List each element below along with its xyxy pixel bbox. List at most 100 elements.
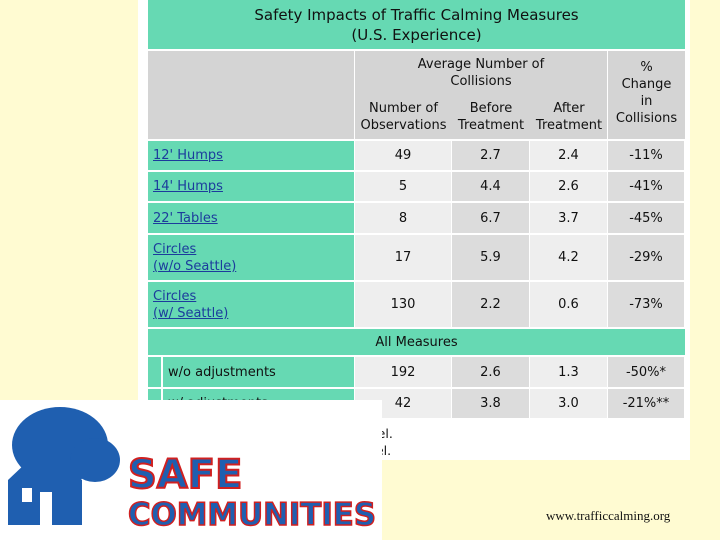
data-cell: 49 (355, 141, 451, 170)
data-cell: -73% (608, 282, 684, 327)
cell-value: -50%* (625, 364, 667, 380)
column-header: Number of Observations (355, 94, 452, 139)
data-cell: 0.6 (530, 282, 607, 327)
cell-value: 4.2 (558, 250, 579, 265)
row-label-line[interactable]: 12' Humps (153, 148, 223, 163)
data-cell: 17 (355, 235, 451, 280)
section-label: All Measures (375, 334, 458, 350)
data-cell: 2.4 (530, 141, 607, 170)
row-label-line[interactable]: (w/ Seattle) (153, 305, 229, 321)
data-cell: 4.4 (452, 172, 529, 201)
data-cell: 5 (355, 172, 451, 201)
column-header: After Treatment (530, 94, 608, 139)
data-cell: -50%* (608, 357, 684, 387)
data-cell: 6.7 (452, 203, 529, 233)
cell-value: -21%** (622, 396, 670, 411)
cell-value: -11% (629, 148, 663, 163)
cell-value: 2.7 (480, 148, 501, 163)
cell-value: 6.7 (480, 210, 501, 226)
header-blank (148, 51, 354, 139)
cell-value: 4.4 (480, 179, 501, 194)
data-cell: -41% (608, 172, 684, 201)
column-header-line: % (640, 59, 653, 75)
cell-value: 5.9 (480, 250, 501, 265)
row-label: w/o adjustments (163, 357, 354, 387)
row-label-line[interactable]: (w/o Seattle) (153, 258, 237, 274)
column-header-line: Observations (360, 118, 447, 133)
cell-value: 2.4 (558, 148, 579, 163)
indent (148, 357, 161, 387)
cell-value: 5 (398, 179, 408, 194)
cell-value: 3.8 (480, 396, 501, 411)
data-cell: 3.8 (452, 389, 529, 418)
logo: SAFE COMMUNITIES (0, 400, 382, 540)
column-header-line: in (640, 93, 653, 109)
logo-door (40, 492, 52, 525)
cell-value: 192 (390, 364, 416, 380)
title-line: (U.S. Experience) (351, 25, 482, 44)
column-header-line: Collisions (615, 110, 678, 126)
row-label-line[interactable]: Circles (153, 288, 197, 304)
column-header: Before Treatment (452, 94, 530, 139)
column-header: % Change in Collisions (608, 51, 685, 139)
data-cell: 2.7 (452, 141, 529, 170)
cell-value: 42 (394, 396, 412, 411)
data-cell: -29% (608, 235, 684, 280)
data-cell: 192 (355, 357, 451, 387)
logo-window (22, 488, 32, 502)
cell-value: 49 (394, 148, 412, 163)
data-cell: 2.2 (452, 282, 529, 327)
column-header-line: After (553, 101, 585, 116)
title: Safety Impacts of Traffic Calming Measur… (148, 0, 685, 49)
row-label: 14' Humps (148, 172, 354, 201)
cell-value: 1.3 (558, 364, 579, 380)
cell-value: 130 (390, 297, 416, 312)
cell-value: 2.2 (480, 297, 501, 312)
column-header-line: Treatment (535, 118, 603, 133)
data-cell: -21%** (608, 389, 684, 418)
data-cell: 4.2 (530, 235, 607, 280)
row-label-text: w/o adjustments (168, 364, 276, 380)
data-cell: 130 (355, 282, 451, 327)
cell-value: 3.0 (558, 396, 579, 411)
group-header-line: Average Number of (417, 56, 545, 72)
cell-value: 8 (398, 210, 408, 226)
data-cell: 3.0 (530, 389, 607, 418)
column-header-line: Number of (369, 101, 438, 116)
data-cell: 2.6 (530, 172, 607, 201)
logo-text: COMMUNITIES (128, 497, 376, 533)
row-label-line[interactable]: 22' Tables (153, 210, 218, 226)
url: www.trafficcalming.org (546, 508, 671, 523)
cell-value: 2.6 (480, 364, 501, 380)
row-label-line[interactable]: 14' Humps (153, 179, 223, 194)
cell-value: 0.6 (558, 297, 579, 312)
data-cell: 1.3 (530, 357, 607, 387)
column-header-line: Before (469, 101, 513, 116)
data-cell: -45% (608, 203, 684, 233)
cell-value: 3.7 (558, 210, 579, 226)
data-cell: 5.9 (452, 235, 529, 280)
logo-emblem (8, 407, 120, 525)
row-label: 12' Humps (148, 141, 354, 170)
section-header: All Measures (148, 329, 685, 355)
data-cell: 8 (355, 203, 451, 233)
row-label-line[interactable]: Circles (153, 241, 197, 257)
cell-value: -41% (629, 179, 663, 194)
group-header: Average Number of Collisions (355, 51, 607, 94)
row-label: 22' Tables (148, 203, 354, 233)
column-header-line: Change (621, 76, 672, 92)
table-panel: Safety Impacts of Traffic Calming Measur… (138, 0, 690, 460)
cell-value: -73% (629, 297, 663, 312)
group-header-line: Collisions (450, 73, 512, 89)
header-sub (355, 94, 607, 139)
title-line: Safety Impacts of Traffic Calming Measur… (254, 5, 579, 24)
data-cell: 3.7 (530, 203, 607, 233)
row-label: Circles (w/ Seattle) (148, 282, 354, 327)
cell-value: -29% (629, 250, 663, 265)
data-cell: 2.6 (452, 357, 529, 387)
row-label: Circles (w/o Seattle) (148, 235, 354, 280)
column-header-line: Treatment (457, 118, 525, 133)
cell-value: 17 (394, 250, 412, 265)
logo-text: SAFE (128, 452, 242, 498)
